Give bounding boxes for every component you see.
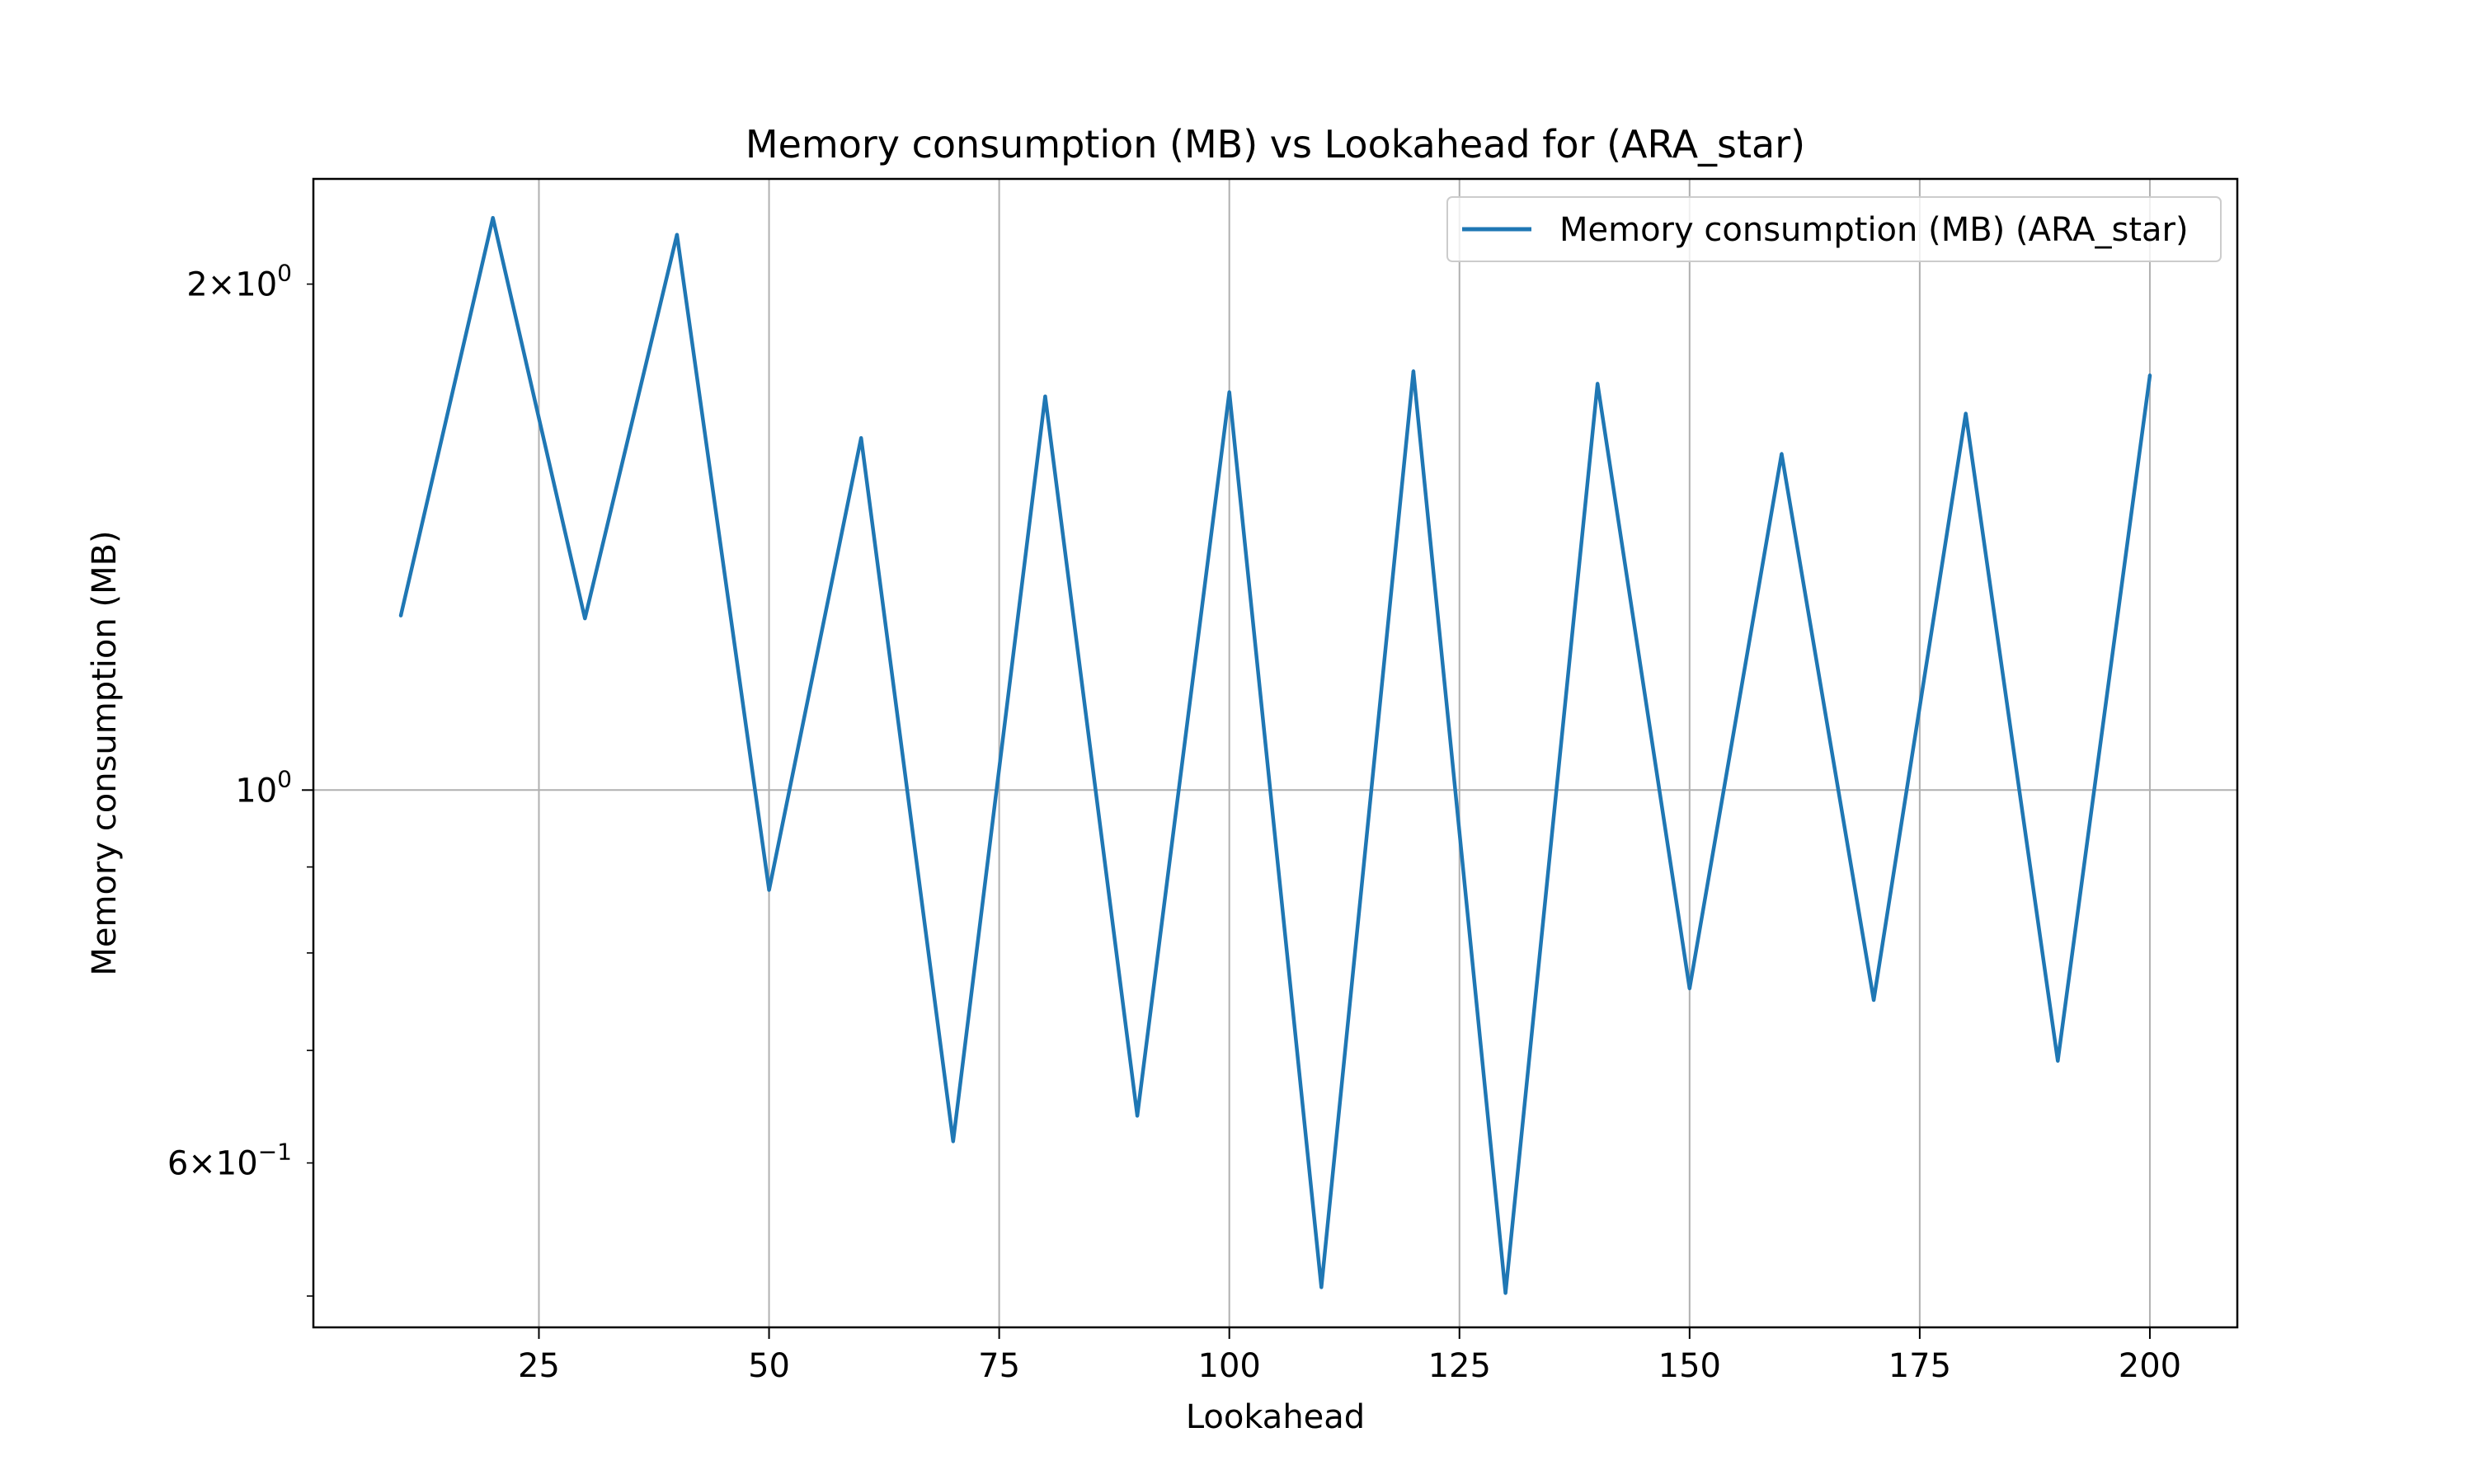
x-tick-label: 25 — [518, 1347, 560, 1385]
legend: Memory consumption (MB) (ARA_star) — [1446, 196, 2222, 262]
x-axis-label: Lookahead — [1186, 1398, 1365, 1436]
y-tick-label: 6×10−1 — [167, 1139, 292, 1183]
x-tick-label: 125 — [1428, 1347, 1491, 1385]
data-point — [1319, 1285, 1324, 1289]
x-tick-label: 50 — [748, 1347, 790, 1385]
data-point — [1780, 452, 1784, 456]
data-point — [1687, 986, 1692, 991]
series-line — [398, 217, 2152, 1294]
plot-frame — [312, 177, 2239, 1329]
data-point — [767, 888, 771, 892]
series-layer — [398, 216, 2152, 1295]
ticks-layer: 25 50 75 100 125 150 175 200 100 2×100 6×10−1 — [167, 260, 2181, 1385]
x-tick-label: 200 — [2119, 1347, 2181, 1385]
y-axis-label: Memory consumption (MB) — [86, 530, 124, 975]
data-point — [675, 232, 680, 237]
data-point — [1043, 394, 1047, 398]
grid-layer — [313, 179, 2237, 1327]
data-point — [1503, 1291, 1507, 1295]
data-point — [1964, 411, 1968, 416]
data-point — [951, 1139, 956, 1144]
data-point — [398, 613, 403, 618]
data-point — [583, 616, 587, 621]
data-point — [2056, 1059, 2060, 1064]
data-point — [491, 216, 495, 220]
y-tick-label: 100 — [235, 765, 292, 810]
x-tick-label: 100 — [1198, 1347, 1261, 1385]
data-point — [858, 435, 863, 440]
chart-title: Memory consumption (MB) vs Lookahead for… — [745, 122, 1805, 167]
data-point — [1411, 369, 1416, 373]
data-point — [1227, 390, 1231, 394]
y-tick-label: 2×100 — [186, 260, 292, 304]
legend-box — [1446, 196, 2222, 262]
data-point — [1871, 998, 1876, 1003]
x-tick-label: 175 — [1888, 1347, 1951, 1385]
x-tick-label: 150 — [1658, 1347, 1721, 1385]
legend-label: Memory consumption (MB) (ARA_star) — [1559, 211, 2189, 249]
data-point — [1595, 382, 1600, 386]
data-point — [1135, 1114, 1140, 1118]
data-point — [2147, 373, 2152, 378]
x-tick-label: 75 — [978, 1347, 1020, 1385]
